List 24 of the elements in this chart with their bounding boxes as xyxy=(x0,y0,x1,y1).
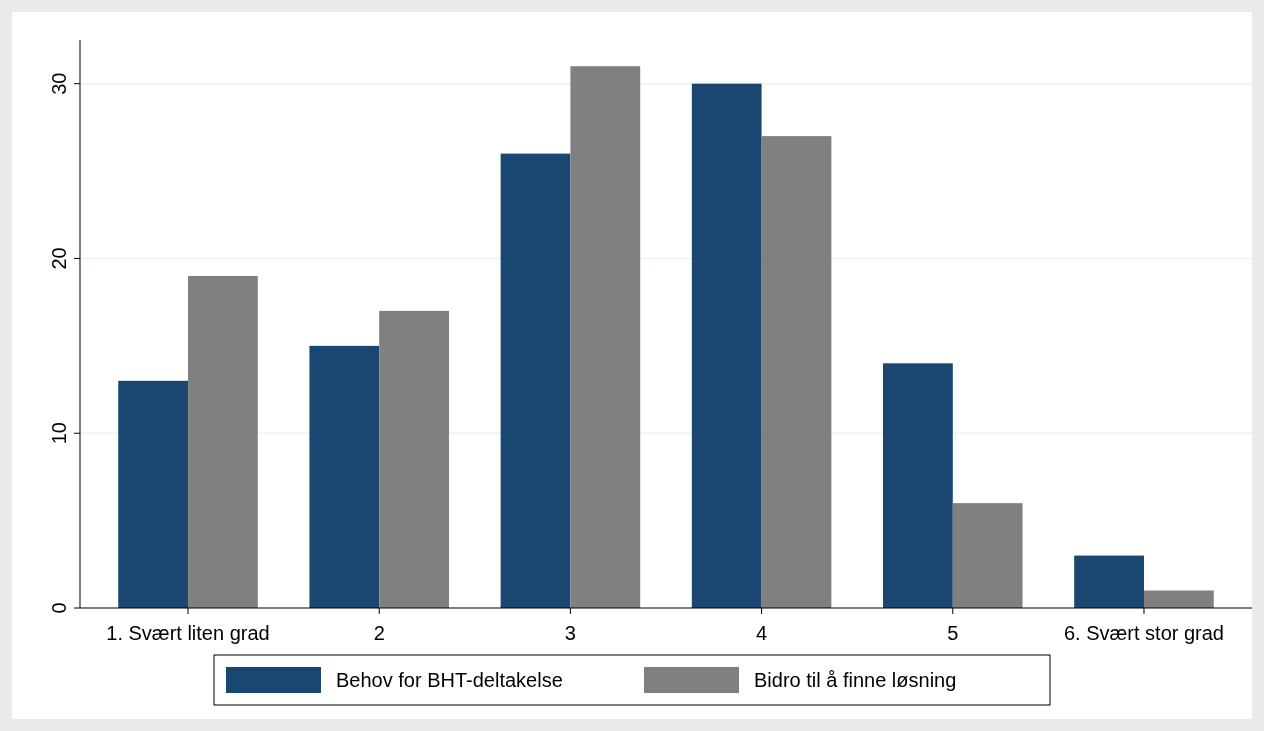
legend-label: Behov for BHT-deltakelse xyxy=(336,669,563,691)
bar xyxy=(379,310,449,608)
x-tick-label: 3 xyxy=(564,622,576,644)
y-tick-label: 20 xyxy=(48,247,70,270)
bar xyxy=(952,503,1023,608)
x-tick-label: 2 xyxy=(373,622,385,644)
x-tick-label: 6. Svært stor grad xyxy=(1063,622,1225,644)
bar xyxy=(1074,555,1144,608)
y-tick-label: 30 xyxy=(48,72,70,95)
y-tick-label: 10 xyxy=(48,422,70,445)
bar xyxy=(761,136,832,608)
bar xyxy=(188,275,258,608)
x-tick-label: 5 xyxy=(947,622,959,644)
bar xyxy=(309,345,380,608)
bar xyxy=(500,153,571,608)
bar xyxy=(691,83,762,608)
x-tick-label: 1. Svært liten grad xyxy=(106,622,270,644)
legend-label: Bidro til å finne løsning xyxy=(754,669,957,691)
bar xyxy=(118,380,189,608)
bar xyxy=(883,363,953,608)
bar xyxy=(570,66,641,608)
x-tick-label: 4 xyxy=(756,622,768,644)
bar xyxy=(1143,590,1214,608)
y-tick-label: 0 xyxy=(48,602,70,614)
